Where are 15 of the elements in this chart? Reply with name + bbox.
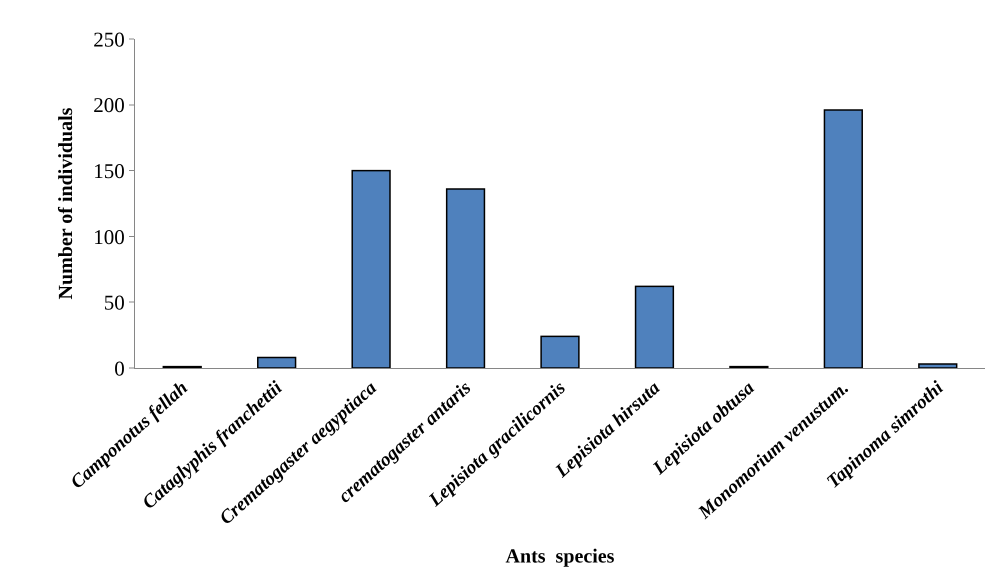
y-tick-label: 100 [93,224,125,249]
bar [540,336,580,368]
bar [918,363,958,368]
y-axis-title: Number of individuals [54,107,77,300]
y-tick-label: 250 [93,27,125,52]
y-tick-label: 50 [104,290,125,315]
bar [446,188,486,368]
y-tick-label: 0 [114,356,125,380]
x-axis-title: Ants species [506,546,615,568]
bar [634,286,674,368]
y-tick-label: 200 [93,93,125,118]
bar [824,109,863,368]
y-tick-label: 150 [93,158,125,183]
bar [351,170,391,368]
bar [257,356,296,368]
